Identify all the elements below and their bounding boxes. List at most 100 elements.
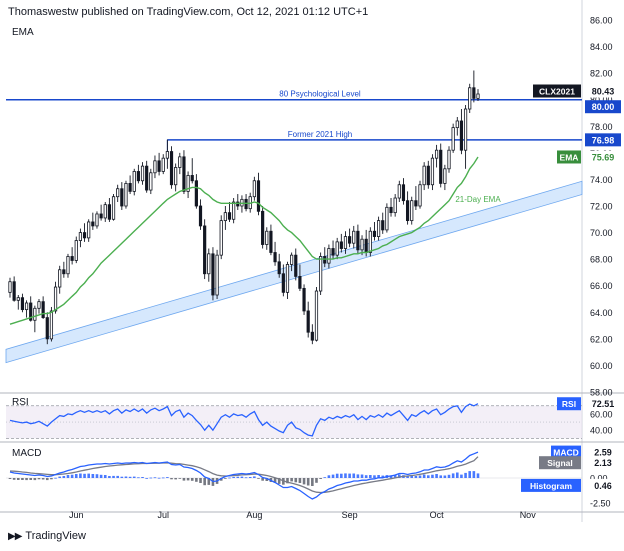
candle-body bbox=[169, 151, 174, 186]
candle-body bbox=[37, 301, 41, 309]
histogram-bar bbox=[170, 478, 173, 480]
macd-line bbox=[9, 451, 479, 500]
candle-body bbox=[157, 160, 161, 172]
candle-body bbox=[377, 220, 381, 237]
macd-pane: MACD bbox=[6, 448, 582, 500]
brand-name: TradingView bbox=[25, 530, 86, 542]
candle-body bbox=[145, 165, 149, 191]
candle-body bbox=[223, 212, 227, 222]
macd-tick-label: -2.50 bbox=[590, 499, 611, 509]
candle-body bbox=[389, 206, 393, 214]
histogram-bar bbox=[124, 476, 128, 478]
histogram-bar bbox=[427, 475, 430, 478]
candle-body bbox=[302, 287, 306, 312]
histogram-bar bbox=[302, 478, 306, 485]
ema-tag-bg bbox=[585, 150, 621, 164]
histogram-bar bbox=[476, 473, 480, 478]
histogram-bar bbox=[422, 474, 426, 478]
candle-body bbox=[323, 256, 327, 264]
candle-body bbox=[103, 204, 107, 219]
histogram-bar bbox=[406, 476, 409, 478]
candle-body bbox=[443, 168, 447, 184]
histogram-bar bbox=[108, 476, 111, 478]
candlesticks bbox=[8, 70, 480, 345]
candle-body bbox=[87, 221, 91, 239]
candle-body bbox=[198, 205, 203, 227]
candle-body bbox=[190, 175, 194, 182]
histogram-bar bbox=[128, 476, 132, 478]
time-tick-label: Sep bbox=[342, 510, 358, 520]
time-axis: Jun Jul Aug Sep Oct Nov bbox=[69, 510, 536, 520]
candle-body bbox=[335, 241, 339, 256]
candle-body bbox=[451, 127, 455, 151]
candle-body bbox=[95, 213, 99, 227]
candle-body bbox=[252, 180, 256, 198]
histogram-bar bbox=[277, 478, 281, 484]
candle-body bbox=[186, 175, 190, 192]
histogram-bar bbox=[116, 475, 119, 478]
histogram-bar bbox=[447, 474, 451, 478]
former-high-label: Former 2021 High bbox=[288, 130, 352, 139]
candle-body bbox=[339, 241, 343, 249]
candle-body bbox=[53, 286, 58, 312]
ema-line bbox=[9, 156, 479, 325]
candle-body bbox=[178, 156, 182, 168]
price-tick-label: 62.00 bbox=[590, 334, 613, 344]
candle-body bbox=[455, 120, 459, 129]
histogram-bar bbox=[410, 476, 414, 478]
candle-body bbox=[8, 281, 12, 293]
candle-body bbox=[91, 221, 95, 227]
candle-body bbox=[281, 273, 285, 293]
candle-body bbox=[422, 165, 426, 186]
horizontal-levels: 80 Psychological Level Former 2021 High bbox=[6, 90, 582, 160]
candle-body bbox=[232, 201, 236, 220]
time-tick-label: Jul bbox=[157, 510, 169, 520]
candle-body bbox=[211, 253, 215, 296]
price-tick-label: 78.00 bbox=[590, 122, 613, 132]
signal-tag-title-bg bbox=[539, 456, 581, 470]
candle-body bbox=[182, 156, 186, 192]
histogram-tag: 0.46 bbox=[594, 481, 612, 491]
candle-body bbox=[352, 230, 356, 244]
histogram-bar bbox=[398, 474, 401, 478]
histogram-bar bbox=[149, 477, 153, 479]
candle-body bbox=[62, 269, 66, 275]
candle-body bbox=[194, 180, 198, 207]
histogram-bar bbox=[50, 478, 53, 480]
candle-body bbox=[107, 204, 111, 220]
histogram-bar bbox=[21, 478, 24, 480]
histogram-bar bbox=[319, 478, 322, 479]
candle-body bbox=[153, 160, 157, 174]
histogram-bar bbox=[224, 478, 227, 479]
macd-pane-label: MACD bbox=[12, 448, 41, 459]
candle-body bbox=[439, 149, 443, 184]
candle-body bbox=[285, 264, 290, 293]
histogram-tag-bg bbox=[585, 478, 621, 492]
candle-body bbox=[161, 157, 165, 172]
macd-tag: 2.59 bbox=[594, 448, 612, 458]
price-tick-label: 70.00 bbox=[590, 228, 613, 238]
candle-body bbox=[116, 188, 120, 198]
grid bbox=[0, 0, 624, 522]
candle-body bbox=[459, 120, 464, 151]
histogram-bar bbox=[37, 478, 41, 480]
candle-body bbox=[385, 206, 389, 231]
histogram-bar bbox=[16, 478, 20, 480]
histogram-bar bbox=[112, 475, 115, 478]
candle-body bbox=[120, 188, 124, 207]
candle-body bbox=[430, 157, 435, 186]
candle-body bbox=[447, 149, 451, 170]
candle-body bbox=[12, 281, 16, 301]
candle-body bbox=[128, 183, 132, 192]
macd-tag-bg bbox=[585, 445, 621, 459]
histogram-bar bbox=[132, 476, 136, 478]
histogram-bar bbox=[369, 475, 372, 478]
histogram-bar bbox=[203, 478, 206, 486]
histogram-bar bbox=[294, 478, 298, 483]
signal-tag: 2.13 bbox=[594, 458, 612, 468]
brand[interactable]: ▶▶ TradingView bbox=[8, 530, 86, 542]
histogram-bar bbox=[439, 475, 443, 478]
price-tick-label: 84.00 bbox=[590, 42, 613, 52]
histogram-bar bbox=[335, 473, 339, 478]
